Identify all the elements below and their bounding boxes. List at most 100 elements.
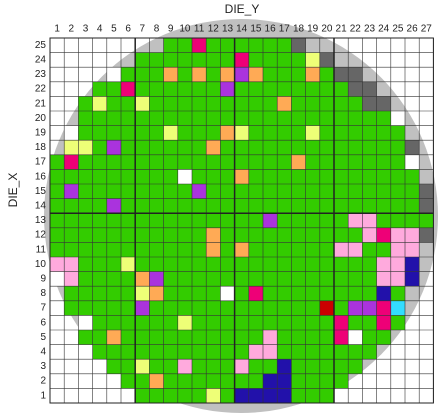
die-cell [149,373,164,389]
die-cell [376,125,391,141]
die-cell [78,315,93,330]
die-cell [92,213,107,228]
die-cell [135,213,150,228]
y-tick-label: 3 [40,361,46,372]
die-cell [362,198,377,214]
die-cell [121,286,136,301]
die-cell [220,96,235,111]
die-cell [177,140,192,155]
die-cell [248,96,263,111]
die-cell [192,169,207,184]
die-cell [362,81,377,97]
x-tick-label: 8 [154,24,160,35]
die-cell [177,315,192,330]
die-cell [121,271,136,287]
die-cell [192,344,207,360]
die-cell [305,373,320,389]
die-cell [319,81,334,97]
die-cell [319,242,334,257]
die-cell [220,330,235,345]
die-cell [319,154,334,170]
die-cell [206,388,221,403]
die-cell [149,388,164,403]
die-cell [220,154,235,170]
die-cell [192,315,207,330]
die-cell [334,198,349,214]
die-cell [390,286,405,301]
die-cell [78,140,93,155]
die-cell [163,169,178,184]
die-cell [305,67,320,82]
die-cell [163,271,178,287]
die-cell [106,271,121,287]
die-cell [149,169,164,184]
die-cell [277,198,292,214]
die-cell [263,242,278,257]
die-cell [277,227,292,243]
die-cell [390,154,405,170]
y-tick-label: 6 [40,317,46,328]
die-cell [149,271,164,287]
x-tick-label: 7 [140,24,146,35]
die-cell [192,111,207,126]
die-cell [177,373,192,389]
die-cell [405,140,420,155]
die-cell [263,300,278,316]
die-cell [50,257,65,272]
die-cell [220,242,235,257]
die-cell [121,140,136,155]
die-cell [192,271,207,287]
die-cell [234,67,249,82]
y-tick-label: 1 [40,390,46,401]
die-cell [319,198,334,214]
die-cell [121,242,136,257]
die-cell [305,242,320,257]
die-cell [206,52,221,68]
die-cell [106,257,121,272]
die-cell [334,81,349,97]
die-cell [305,300,320,316]
die-cell [92,315,107,330]
die-cell [177,52,192,68]
die-cell [334,184,349,199]
die-cell [277,300,292,316]
die-cell [376,154,391,170]
die-cell [390,125,405,141]
die-cell [319,388,334,403]
die-cell [362,96,377,111]
die-cell [263,286,278,301]
die-cell [206,286,221,301]
die-cell [319,111,334,126]
die-cell [376,300,391,316]
die-cell [405,154,420,170]
x-tick-label: 24 [378,24,390,35]
die-cell [305,227,320,243]
die-cell [163,227,178,243]
die-cell [291,242,306,257]
die-cell [348,344,363,360]
die-cell [135,96,150,111]
die-cell [248,140,263,155]
die-cell [220,81,235,97]
die-cell [376,242,391,257]
die-cell [305,315,320,330]
die-cell [248,359,263,374]
die-cell [206,330,221,345]
die-cell [277,373,292,389]
die-cell [362,257,377,272]
die-cell [319,96,334,111]
die-cell [149,300,164,316]
die-cell [291,330,306,345]
die-cell [121,198,136,214]
die-cell [121,169,136,184]
die-cell [334,330,349,345]
die-cell [248,286,263,301]
die-cell [248,184,263,199]
die-cell [277,52,292,68]
die-cell [390,300,405,316]
die-cell [319,330,334,345]
die-cell [234,154,249,170]
die-cell [192,359,207,374]
die-cell [92,344,107,360]
